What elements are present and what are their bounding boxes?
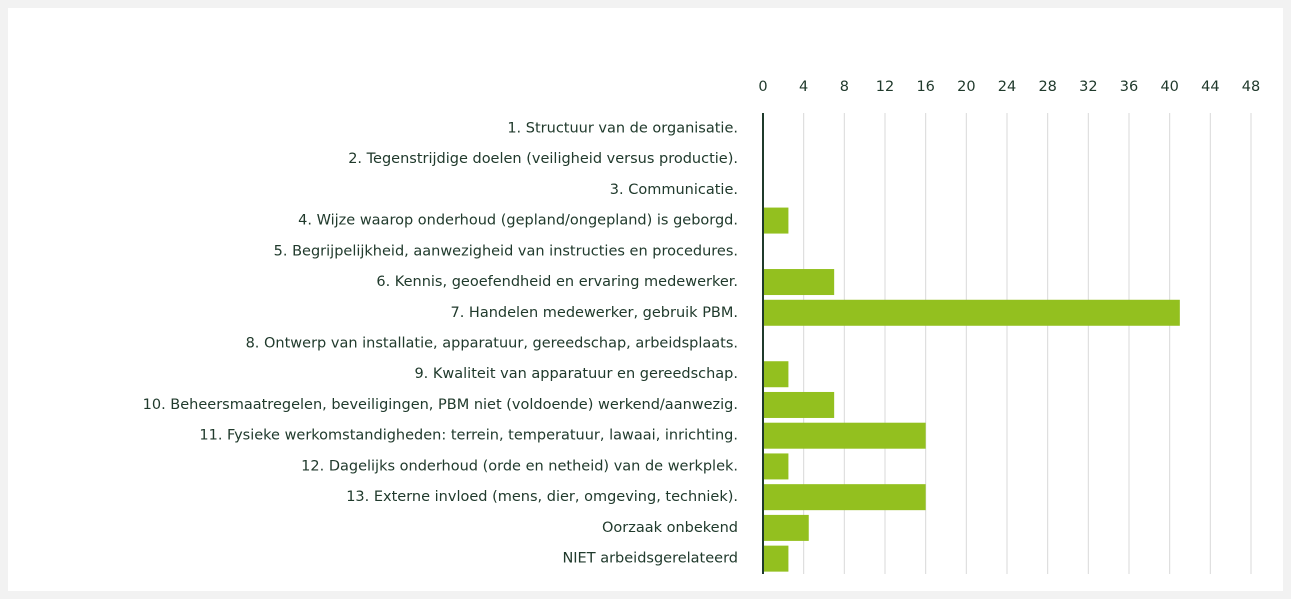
x-tick-label: 44 xyxy=(1201,79,1219,95)
y-tick-label: 9. Kwaliteit van apparatuur en gereedsch… xyxy=(414,366,738,382)
x-tick-label: 4 xyxy=(799,79,808,95)
x-tick-label: 28 xyxy=(1038,79,1056,95)
y-tick-label: NIET arbeidsgerelateerd xyxy=(562,551,738,567)
y-tick-label: 7. Handelen medewerker, gebruik PBM. xyxy=(450,305,738,321)
y-tick-label: 4. Wijze waarop onderhoud (gepland/ongep… xyxy=(298,213,738,229)
y-tick-label: 12. Dagelijks onderhoud (orde en netheid… xyxy=(301,458,738,474)
x-tick-label: 0 xyxy=(758,79,767,95)
bar xyxy=(763,514,809,541)
y-tick-label: 2. Tegenstrijdige doelen (veiligheid ver… xyxy=(348,151,738,167)
bar xyxy=(763,453,789,480)
bar xyxy=(763,422,926,449)
bar xyxy=(763,299,1180,326)
y-tick-label: 1. Structuur van de organisatie. xyxy=(507,120,738,136)
y-tick-label: Oorzaak onbekend xyxy=(602,520,738,536)
x-tick-label: 32 xyxy=(1079,79,1097,95)
bar xyxy=(763,269,835,296)
y-tick-label: 3. Communicatie. xyxy=(610,182,738,198)
y-tick-label: 11. Fysieke werkomstandigheden: terrein,… xyxy=(199,428,738,444)
x-tick-label: 48 xyxy=(1242,79,1260,95)
x-tick-label: 12 xyxy=(876,79,894,95)
bar xyxy=(763,484,926,511)
y-tick-label: 5. Begrijpelijkheid, aanwezigheid van in… xyxy=(274,243,738,259)
x-tick-label: 16 xyxy=(916,79,934,95)
y-tick-label: 13. Externe invloed (mens, dier, omgevin… xyxy=(346,489,738,505)
bar xyxy=(763,545,789,572)
bar xyxy=(763,391,835,418)
x-tick-label: 40 xyxy=(1160,79,1178,95)
y-tick-label: 6. Kennis, geoefendheid en ervaring mede… xyxy=(376,274,738,290)
x-tick-label: 20 xyxy=(957,79,975,95)
bar xyxy=(763,361,789,388)
x-tick-label: 8 xyxy=(840,79,849,95)
y-tick-label: 10. Beheersmaatregelen, beveiligingen, P… xyxy=(143,397,738,413)
x-tick-label: 24 xyxy=(998,79,1016,95)
y-tick-label: 8. Ontwerp van installatie, apparatuur, … xyxy=(246,336,738,352)
x-tick-label: 36 xyxy=(1120,79,1138,95)
panel xyxy=(8,8,1283,591)
bar xyxy=(763,207,789,234)
